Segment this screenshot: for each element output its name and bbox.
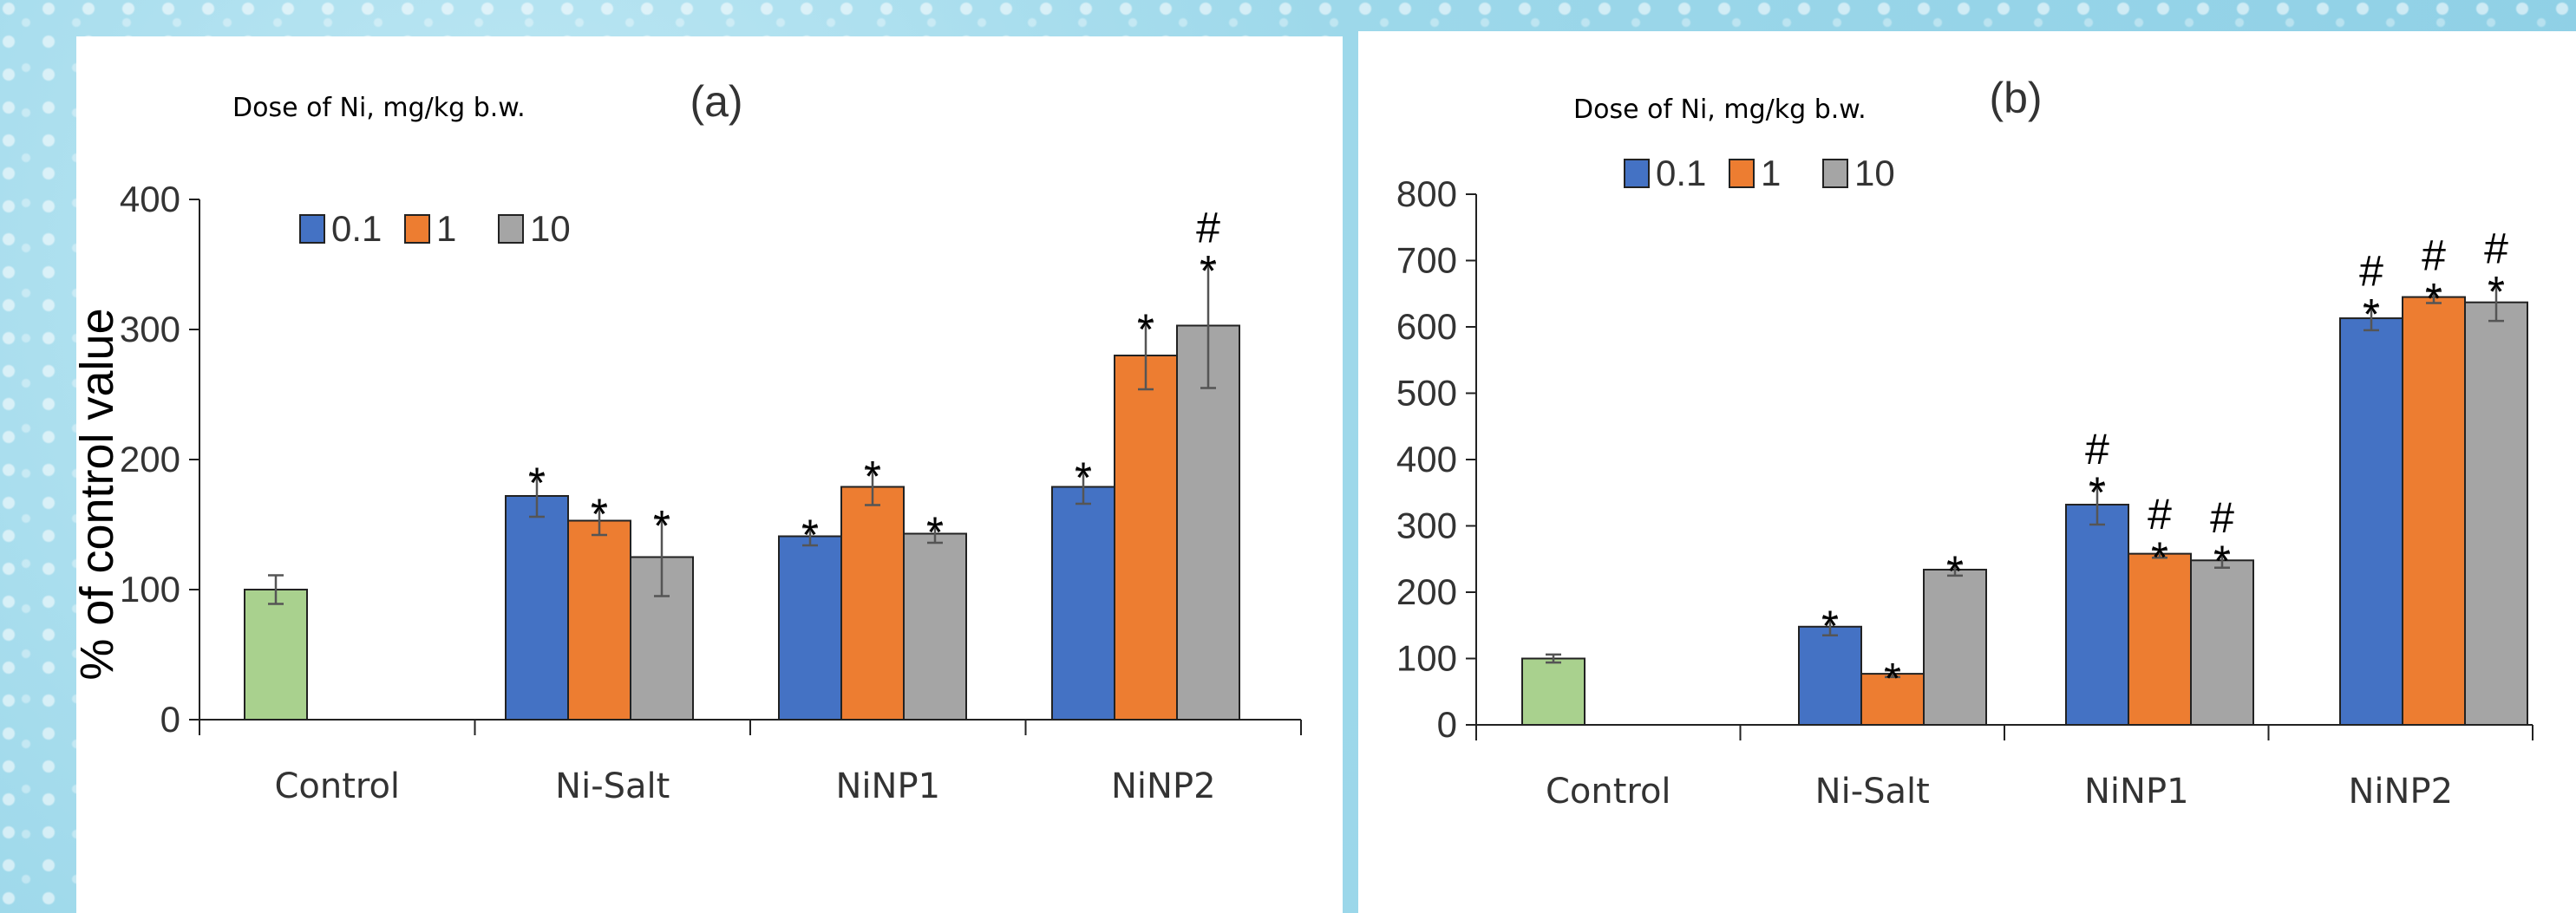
significance-star: * (1821, 602, 1838, 650)
bar-10-NiNP2 (2464, 301, 2528, 726)
significance-star: * (1075, 453, 1091, 502)
legend-label: 0.1 (331, 208, 382, 249)
significance-star: * (2089, 468, 2105, 517)
significance-star: * (2213, 537, 2230, 585)
bar-0.1-NiNP2 (2339, 317, 2403, 726)
y-tick-label: 400 (120, 179, 180, 219)
significance-star: * (1884, 654, 1900, 702)
significance-hash: # (2210, 493, 2234, 542)
significance-star: * (801, 511, 818, 559)
legend-label: 1 (436, 208, 456, 249)
chart-a-svg: Dose of Ni, mg/kg b.w. (a) 0 100 200 300 400 Co… (71, 77, 1302, 806)
legend-swatch-0.1 (299, 214, 325, 244)
significance-hash: # (2359, 246, 2383, 295)
x-category-label: Ni-Salt (555, 766, 670, 806)
bar-10-Ni-Salt (1923, 568, 1987, 726)
x-category-label: NiNP1 (835, 766, 940, 806)
dose-subtitle: Dose of Ni, mg/kg b.w. (232, 93, 526, 123)
significance-star: * (926, 508, 943, 557)
panel-label: (b) (1989, 74, 2042, 122)
bar-control (1521, 657, 1585, 726)
significance-star: * (864, 453, 880, 501)
legend-label: 0.1 (1656, 153, 1706, 193)
significance-star: * (528, 459, 545, 507)
legend-swatch-1 (1729, 159, 1755, 188)
legend-label: 10 (530, 208, 571, 249)
bar-0.1-NiNP2 (1051, 486, 1115, 721)
bar-0.1-Ni-Salt (505, 495, 569, 721)
legend-label: 1 (1761, 153, 1781, 193)
chart-b-svg: Dose of Ni, mg/kg b.w. (b) 0 100 200 300 400 50… (1396, 74, 2534, 812)
bar-1-NiNP1 (2128, 552, 2192, 726)
bar-0.1-Ni-Salt (1798, 625, 1862, 727)
bar-10-NiNP2 (1176, 324, 1240, 721)
y-tick-label: 600 (1396, 306, 1457, 347)
y-tick-label: 500 (1396, 373, 1457, 414)
significance-star: * (2151, 533, 2167, 582)
legend-swatch-0.1 (1624, 159, 1650, 188)
x-category-label: NiNP2 (1111, 766, 1216, 806)
y-tick-label: 300 (1396, 505, 1457, 546)
x-category-label: Control (1546, 772, 1671, 812)
y-tick-label: 0 (160, 699, 180, 740)
bar-control (244, 589, 308, 721)
significance-hash: # (1196, 204, 1220, 252)
x-category-label: NiNP1 (2084, 772, 2189, 812)
bar-1-NiNP2 (1114, 355, 1178, 721)
dose-subtitle: Dose of Ni, mg/kg b.w. (1573, 95, 1867, 125)
y-tick-label: 700 (1396, 240, 1457, 281)
significance-hash: # (2484, 224, 2508, 272)
significance-star: * (2488, 267, 2504, 316)
legend-swatch-10 (498, 214, 524, 244)
legend-swatch-10 (1822, 159, 1848, 188)
significance-star: * (591, 490, 607, 538)
legend-swatch-1 (404, 214, 430, 244)
y-axis-label: % of control value (71, 308, 123, 680)
significance-hash: # (2148, 490, 2172, 538)
y-tick-label: 800 (1396, 173, 1457, 214)
x-category-label: Control (274, 766, 400, 806)
x-category-label: Ni-Salt (1815, 772, 1930, 812)
y-tick-label: 400 (1396, 439, 1457, 479)
y-tick-label: 300 (120, 309, 180, 349)
significance-star: * (2363, 290, 2379, 338)
significance-star: * (653, 502, 670, 551)
bar-1-Ni-Salt (567, 519, 631, 721)
bar-0.1-NiNP1 (2065, 504, 2129, 727)
y-tick-label: 200 (120, 439, 180, 479)
x-category-label: NiNP2 (2348, 772, 2453, 812)
bar-1-NiNP1 (840, 486, 905, 721)
bar-1-NiNP2 (2402, 296, 2466, 726)
panel-label: (a) (690, 77, 742, 126)
chart-panel-b: Dose of Ni, mg/kg b.w. (b) 0 100 200 300 400 50… (1358, 31, 2576, 913)
bar-10-NiNP1 (903, 532, 967, 721)
y-tick-label: 100 (120, 569, 180, 610)
bar-10-NiNP1 (2190, 559, 2254, 727)
chart-panel-a: Dose of Ni, mg/kg b.w. (a) 0 100 200 300 400 Co… (71, 36, 1343, 913)
significance-star: * (1946, 547, 1963, 596)
significance-star: * (1137, 305, 1154, 354)
bar-0.1-NiNP1 (778, 535, 842, 721)
significance-hash: # (2422, 232, 2446, 280)
legend-label: 10 (1854, 153, 1895, 193)
significance-star: * (1200, 247, 1216, 296)
y-tick-label: 0 (1437, 704, 1457, 745)
y-tick-label: 200 (1396, 571, 1457, 612)
significance-star: * (2425, 275, 2442, 323)
significance-hash: # (2085, 425, 2109, 473)
y-tick-label: 100 (1396, 638, 1457, 679)
